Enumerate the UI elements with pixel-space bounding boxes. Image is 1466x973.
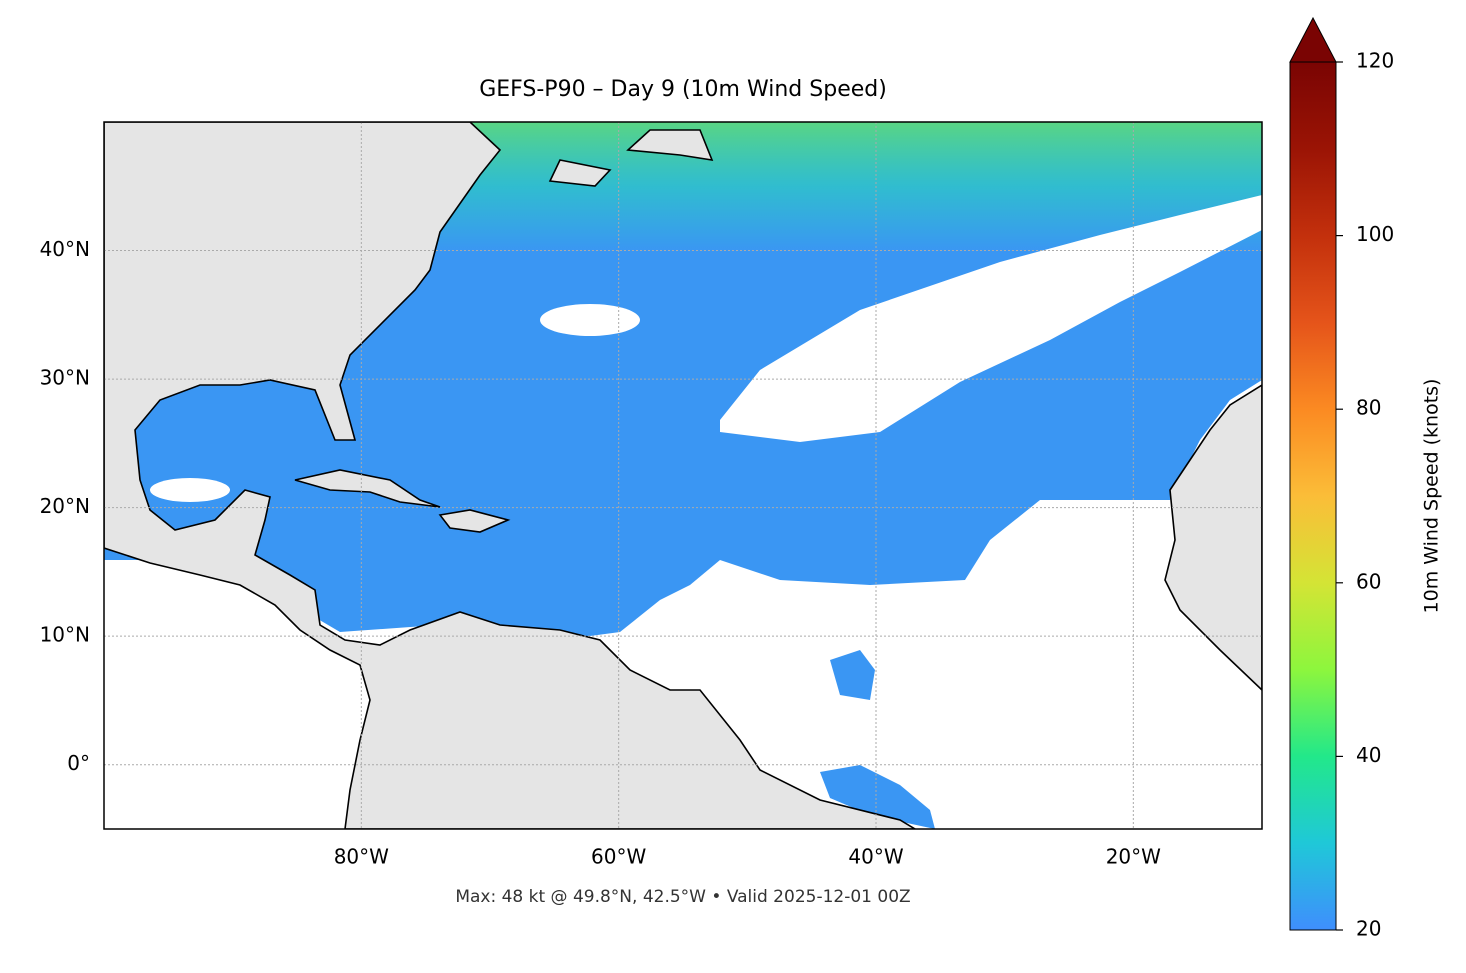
x-tick-label: 40°W: [848, 845, 903, 869]
x-tick-label: 80°W: [334, 845, 389, 869]
colorbar-tick-label: 100: [1356, 222, 1394, 246]
land: [294, 469, 441, 508]
wind-field: [830, 650, 875, 700]
colorbar-tick-label: 120: [1356, 49, 1394, 73]
land: [1164, 384, 1262, 692]
y-tick-label: 30°N: [40, 366, 90, 390]
land: [104, 122, 917, 829]
map-area: [104, 122, 1262, 829]
map-frame: [103, 121, 1263, 830]
wind-field-calm: [540, 304, 640, 336]
y-tick-label: 0°: [67, 751, 90, 775]
colorbar-tick-label: 80: [1356, 396, 1381, 420]
colorbar-tick-label: 20: [1356, 917, 1381, 941]
wind-field-calm: [720, 195, 1262, 442]
land: [626, 129, 714, 162]
x-tick-label: 20°W: [1106, 845, 1161, 869]
y-tick-label: 20°N: [40, 494, 90, 518]
map-note: Max: 48 kt @ 49.8°N, 42.5°W • Valid 2025…: [455, 887, 910, 907]
colorbar-tick-label: 40: [1356, 743, 1381, 767]
colorbar-extend: [1289, 16, 1337, 63]
y-tick-label: 10°N: [40, 623, 90, 647]
y-tick-label: 40°N: [40, 237, 90, 261]
colorbar: [1289, 61, 1337, 931]
chart-title: GEFS-P90 – Day 9 (10m Wind Speed): [479, 77, 887, 102]
wind-field-calm: [150, 478, 230, 502]
land: [548, 159, 612, 187]
x-tick-label: 60°W: [591, 845, 646, 869]
wind-field: [820, 765, 935, 829]
grid: [104, 122, 1262, 829]
land: [438, 509, 511, 533]
colorbar-label: 10m Wind Speed (knots): [1421, 379, 1443, 614]
colorbar-tick-label: 60: [1356, 569, 1381, 593]
